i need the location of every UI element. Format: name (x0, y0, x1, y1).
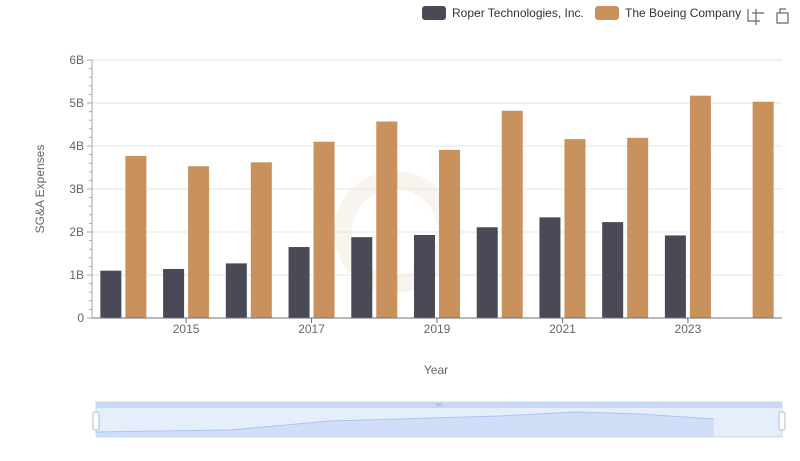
data-zoom-grip-icon[interactable] (436, 403, 442, 406)
y-axis-title: SG&A Expenses (33, 145, 47, 234)
bar-boeing-2015[interactable] (188, 166, 210, 318)
zoom-icon[interactable] (747, 9, 764, 25)
legend-item-boeing[interactable]: The Boeing Company (595, 6, 741, 20)
bar-roper-2023[interactable] (664, 235, 686, 318)
bar-roper-2014[interactable] (100, 270, 122, 318)
bar-roper-2016[interactable] (225, 263, 247, 318)
legend-label-roper: Roper Technologies, Inc. (452, 6, 584, 20)
x-tick-label: 2017 (298, 322, 325, 336)
data-zoom[interactable] (92, 401, 786, 438)
bar-roper-2019[interactable] (414, 235, 435, 318)
bar-boeing-2018[interactable] (376, 121, 398, 319)
y-tick-label: 2B (69, 225, 84, 239)
data-zoom-shadow-line (95, 411, 715, 433)
restore-icon[interactable] (776, 8, 789, 24)
data-zoom-handle-left[interactable] (92, 411, 100, 431)
bar-boeing-2020[interactable] (501, 110, 523, 319)
y-tick-label: 1B (69, 268, 84, 282)
bar-roper-2021[interactable] (539, 217, 561, 318)
legend-swatch-boeing (595, 6, 619, 20)
bar-boeing-2021[interactable] (564, 139, 586, 318)
bar-boeing-2014[interactable] (125, 155, 147, 318)
bar-boeing-2022[interactable] (627, 137, 649, 318)
bar-roper-2015[interactable] (163, 268, 185, 318)
legend-label-boeing: The Boeing Company (625, 6, 741, 20)
legend[interactable]: Roper Technologies, Inc. The Boeing Comp… (422, 6, 741, 20)
x-tick-label: 2015 (173, 322, 200, 336)
bar-boeing-2023[interactable] (689, 95, 711, 318)
bar-roper-2020[interactable] (476, 227, 498, 318)
data-zoom-shadow-area (96, 412, 714, 437)
data-zoom-handle-right[interactable] (778, 411, 786, 431)
x-axis: 2015 2017 2019 2021 2023 (92, 317, 782, 336)
x-axis-title: Year (424, 363, 448, 377)
bars (100, 95, 774, 319)
y-tick-label: 0 (77, 311, 84, 325)
x-tick-label: 2019 (424, 322, 451, 336)
bar-boeing-2017[interactable] (313, 141, 335, 318)
bar-boeing-2016[interactable] (250, 162, 272, 318)
bar-roper-2018[interactable] (351, 237, 373, 318)
legend-item-roper[interactable]: Roper Technologies, Inc. (422, 6, 584, 20)
x-tick-label: 2023 (675, 322, 702, 336)
y-axis: 0 1B 2B 3B 4B 5B 6B (69, 53, 93, 325)
bar-boeing-2019[interactable] (439, 149, 460, 318)
bar-roper-2017[interactable] (288, 247, 310, 318)
x-tick-label: 2021 (549, 322, 576, 336)
bar-roper-2022[interactable] (602, 222, 624, 318)
y-tick-label: 4B (69, 139, 84, 153)
legend-swatch-roper (422, 6, 446, 20)
y-tick-label: 6B (69, 53, 84, 67)
y-tick-label: 5B (69, 96, 84, 110)
bar-boeing-2024[interactable] (752, 101, 774, 319)
y-tick-label: 3B (69, 182, 84, 196)
